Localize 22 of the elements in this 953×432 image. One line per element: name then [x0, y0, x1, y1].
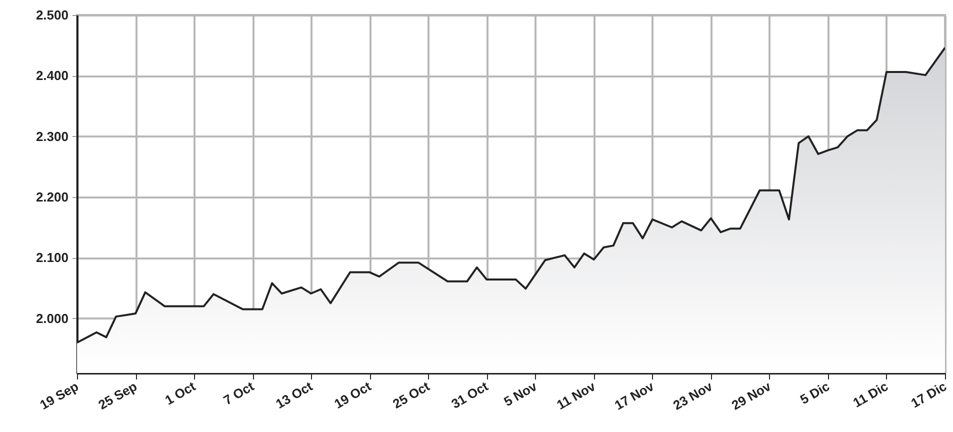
y-tick-label: 2.000: [36, 310, 68, 326]
y-tick-label: 2.100: [36, 250, 68, 266]
x-tick-label: 25 Oct: [390, 378, 433, 412]
y-tick-label: 2.400: [36, 68, 68, 84]
x-tick-label: 11 Dic: [850, 378, 890, 410]
y-tick-label: 2.500: [36, 8, 68, 22]
y-tick-label: 2.200: [36, 190, 68, 205]
x-tick-label: 5 Nov: [501, 378, 540, 410]
x-tick-label: 17 Dic: [908, 378, 949, 411]
x-tick-label: 7 Oct: [220, 378, 258, 408]
x-tick-label: 13 Oct: [273, 378, 316, 412]
x-tick-label: 1 Oct: [162, 378, 199, 408]
x-tick-label: 11 Nov: [554, 378, 599, 413]
x-tick-label: 29 Nov: [729, 378, 774, 413]
x-tick-label: 25 Sep: [96, 378, 140, 413]
y-tick-label: 2.300: [36, 128, 68, 144]
x-tick-label: 19 Sep: [37, 378, 82, 413]
x-tick-label: 31 Oct: [448, 378, 492, 412]
x-tick-label: 23 Nov: [670, 378, 716, 413]
x-tick-label: 19 Oct: [332, 378, 374, 412]
x-tick-label: 17 Nov: [612, 378, 658, 413]
x-tick-label: 5 Dic: [798, 378, 832, 408]
